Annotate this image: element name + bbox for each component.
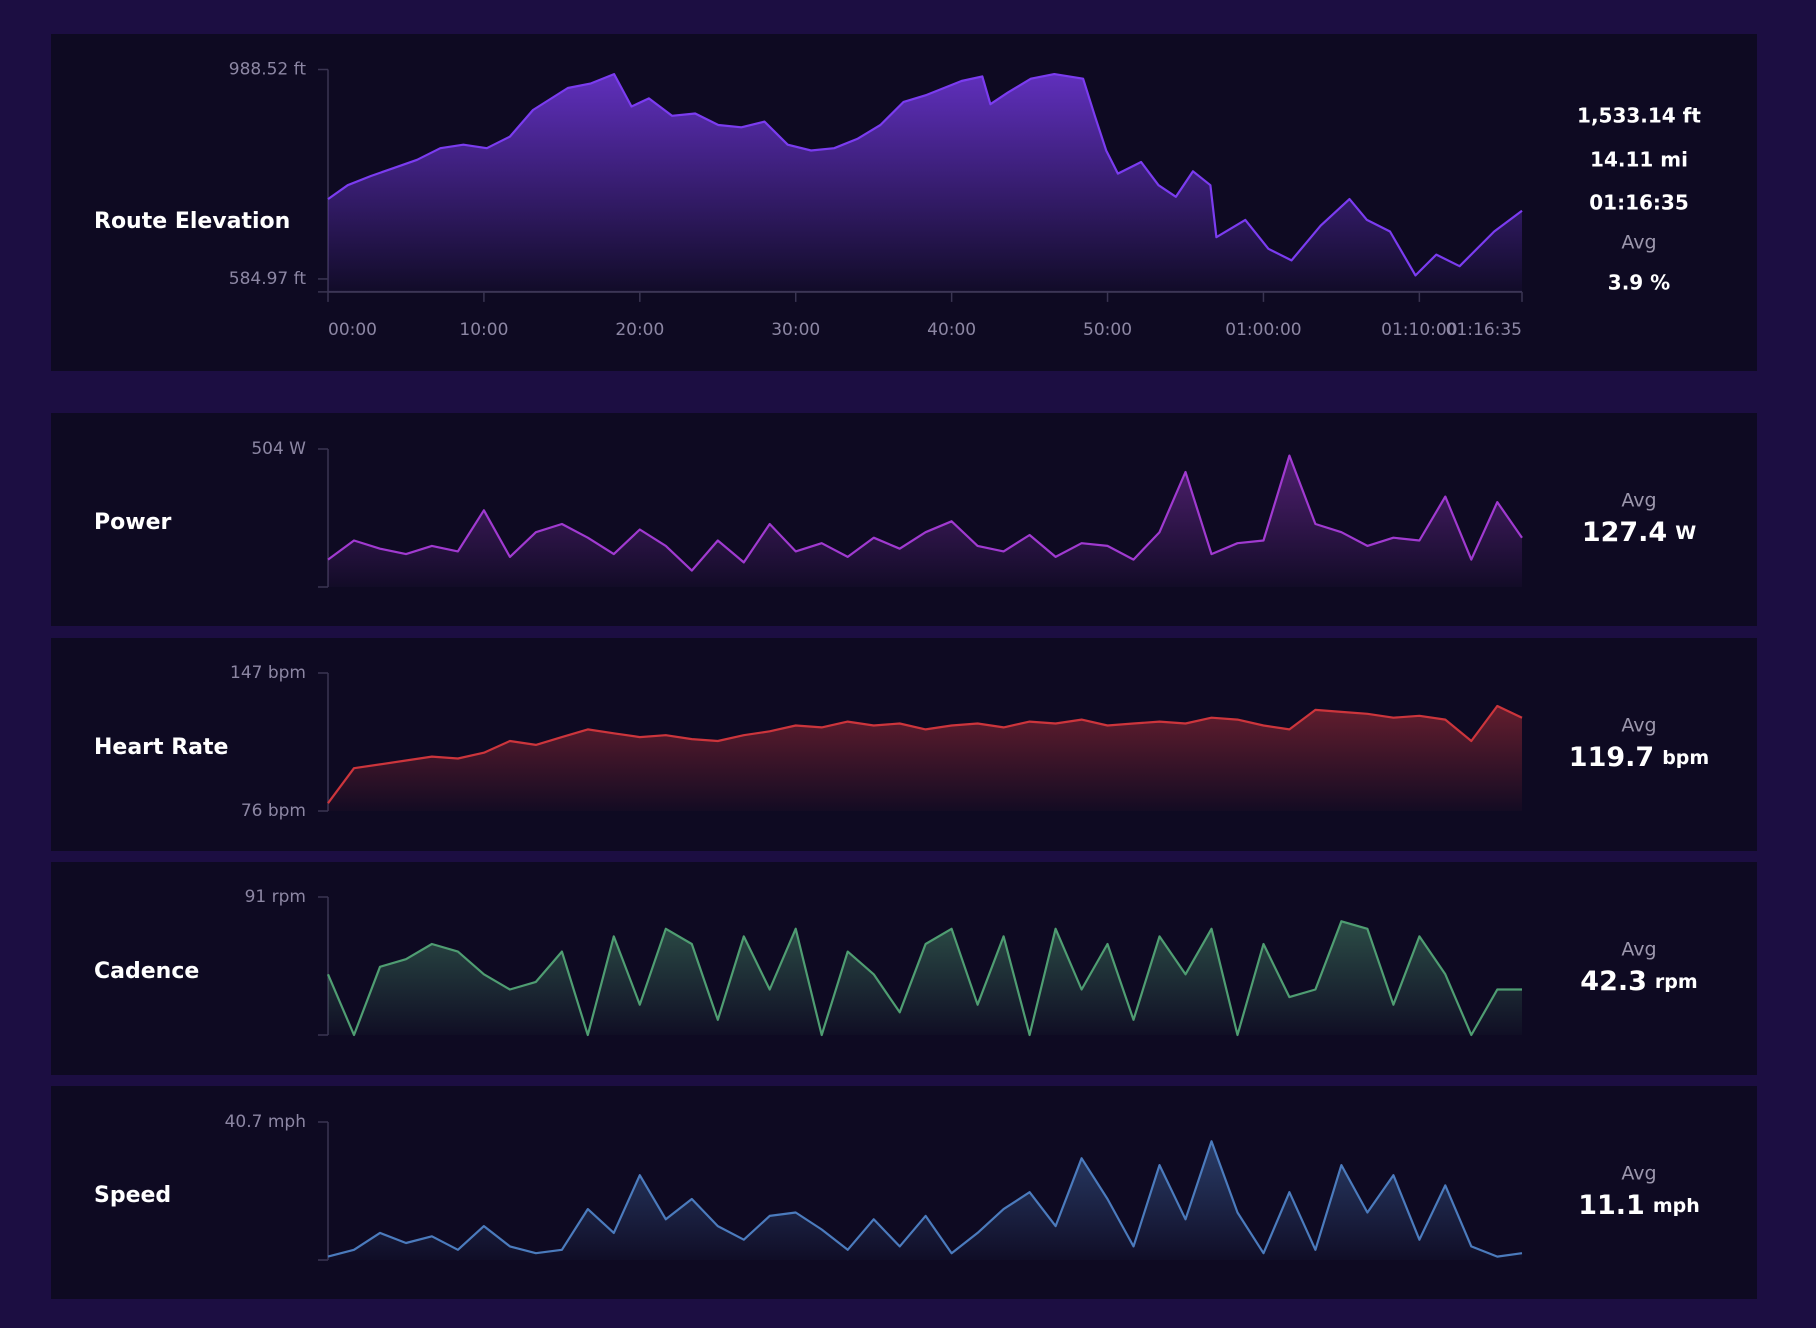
stat: 01:16:35 bbox=[1589, 191, 1689, 215]
area bbox=[328, 921, 1522, 1035]
y-tick-label: 584.97 ft bbox=[229, 269, 307, 289]
avg-unit: W bbox=[1675, 522, 1696, 544]
avg-label: Avg bbox=[1621, 1163, 1656, 1185]
avg-value: 127.4 W bbox=[1582, 517, 1696, 548]
chart-title: Speed bbox=[94, 1183, 171, 1208]
chart-title: Power bbox=[94, 510, 171, 535]
chart-title: Heart Rate bbox=[94, 735, 228, 760]
area bbox=[328, 1141, 1522, 1260]
panel-background bbox=[51, 862, 1757, 1075]
chart-title: Route Elevation bbox=[94, 209, 290, 234]
x-tick-label: 20:00 bbox=[615, 320, 664, 340]
line bbox=[327, 1140, 1523, 1258]
avg-unit: mph bbox=[1653, 1195, 1700, 1217]
chart-panel: Speed 40.7 mph Avg 11.1 mph bbox=[51, 1086, 1757, 1299]
stat: 1,533.14 ft bbox=[1577, 104, 1701, 128]
panel-background bbox=[51, 1086, 1757, 1299]
avg-unit: bpm bbox=[1662, 747, 1709, 769]
y-tick-label: 76 bpm bbox=[241, 801, 306, 821]
chart-panel: Power 504 W Avg 127.4 W bbox=[51, 413, 1757, 626]
chart-panel: Heart Rate 147 bpm 76 bpm Avg 119.7 bpm bbox=[51, 638, 1757, 851]
avg-number: 42.3 bbox=[1580, 966, 1647, 997]
x-tick-label: 40:00 bbox=[927, 320, 976, 340]
line bbox=[327, 73, 1523, 277]
stat: 3.9 % bbox=[1608, 271, 1670, 295]
avg-number: 127.4 bbox=[1582, 517, 1667, 548]
avg-number: 119.7 bbox=[1569, 742, 1654, 773]
y-tick-label: 40.7 mph bbox=[225, 1112, 306, 1132]
line bbox=[327, 454, 1523, 572]
x-tick-label: 10:00 bbox=[459, 320, 508, 340]
line bbox=[327, 704, 1523, 804]
avg-label: Avg bbox=[1621, 490, 1656, 512]
y-tick-label: 91 rpm bbox=[245, 887, 306, 907]
avg-value: 42.3 rpm bbox=[1580, 966, 1697, 997]
x-tick-label: 50:00 bbox=[1083, 320, 1132, 340]
x-tick-label: 01:10:00 bbox=[1381, 320, 1457, 340]
y-tick-label: 504 W bbox=[251, 439, 306, 459]
panel-background bbox=[51, 413, 1757, 626]
stat: 14.11 mi bbox=[1590, 148, 1688, 172]
area bbox=[328, 455, 1522, 587]
area bbox=[328, 74, 1522, 292]
y-tick-label: 988.52 ft bbox=[229, 60, 307, 80]
avg-number: 11.1 bbox=[1578, 1190, 1645, 1221]
y-tick-label: 147 bpm bbox=[230, 663, 306, 683]
x-tick-label: 01:16:35 bbox=[1446, 320, 1522, 340]
x-tick-label: 01:00:00 bbox=[1225, 320, 1301, 340]
line bbox=[326, 920, 1522, 1037]
avg-label: Avg bbox=[1621, 939, 1656, 961]
avg-label: Avg bbox=[1621, 715, 1656, 737]
x-tick-label: 30:00 bbox=[771, 320, 820, 340]
avg-value: 119.7 bpm bbox=[1569, 742, 1709, 773]
chart-title: Cadence bbox=[94, 959, 199, 984]
stat: Avg bbox=[1621, 232, 1656, 254]
area bbox=[328, 706, 1522, 811]
x-tick-label: 00:00 bbox=[328, 320, 377, 340]
avg-value: 11.1 mph bbox=[1578, 1190, 1700, 1221]
avg-unit: rpm bbox=[1655, 971, 1698, 993]
chart-panel: Route Elevation 988.52 ft 584.97 ft 00:00 10… bbox=[51, 34, 1757, 371]
chart-panel: Cadence 91 rpm Avg 42.3 rpm bbox=[51, 862, 1757, 1075]
